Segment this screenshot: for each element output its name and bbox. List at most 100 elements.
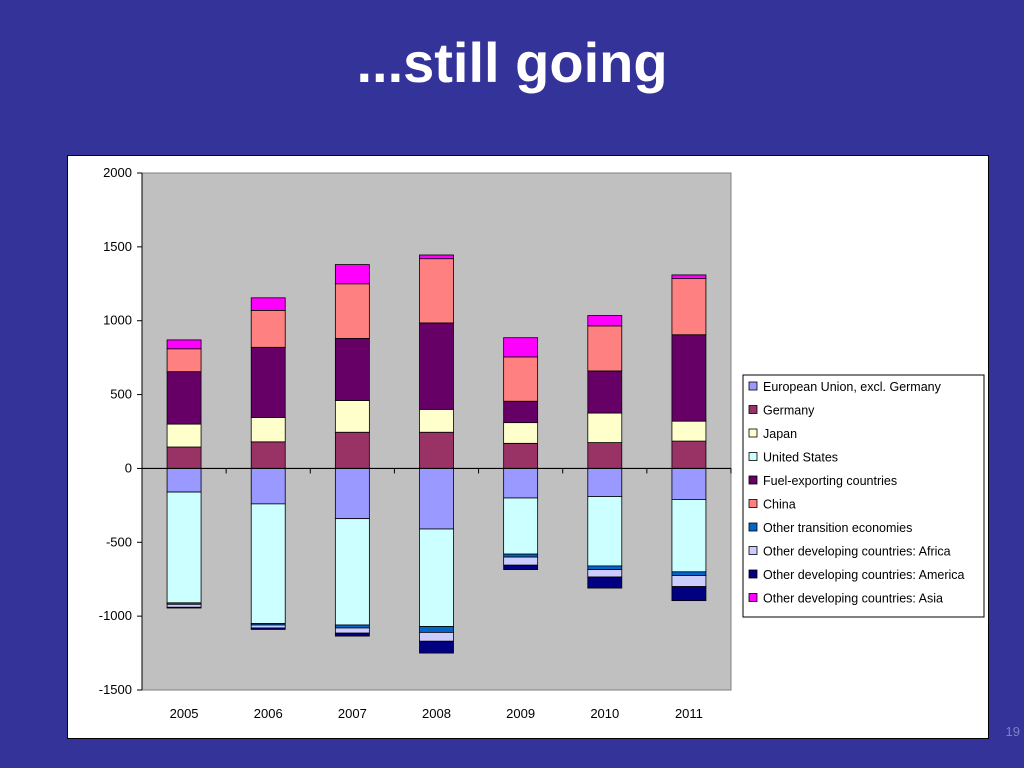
bar-segment: [503, 442, 539, 469]
bar-segment: [671, 571, 707, 576]
bar-segment: [587, 468, 623, 497]
bar-segment: [419, 254, 454, 260]
x-tick-label: 2006: [254, 706, 283, 721]
bar-segment: [419, 640, 454, 654]
y-tick-label: 1000: [103, 313, 132, 328]
bar-segment: [671, 440, 707, 469]
y-tick-label: 2000: [103, 165, 132, 180]
bar-segment: [503, 556, 539, 566]
legend-label: United States: [763, 451, 838, 465]
legend-swatch: [748, 569, 758, 579]
bar-segment: [671, 468, 707, 500]
x-tick-label: 2011: [675, 706, 703, 721]
bar-segment: [250, 624, 286, 629]
bar-segment: [503, 422, 539, 444]
bar-segment: [334, 431, 370, 469]
bar-segment: [334, 627, 370, 634]
bar-segment: [166, 603, 202, 608]
plot-area-group: [141, 172, 732, 691]
legend-label: European Union, excl. Germany: [763, 380, 942, 394]
x-tick-label: 2008: [422, 706, 451, 721]
bar-segment: [503, 553, 539, 558]
legend-label: Fuel-exporting countries: [763, 474, 897, 488]
slide-number: 19: [1005, 724, 1020, 739]
x-tick-label: 2009: [506, 706, 535, 721]
y-tick-label: 500: [110, 387, 132, 402]
y-tick-label: 1500: [103, 239, 132, 254]
bar-segment: [334, 264, 370, 285]
stacked-bar-chart: 2000 1500 1000 500 0 -500 -1000 -1500 2005 2006 20…: [99, 165, 985, 721]
bar-segment: [671, 274, 707, 280]
bar-segment: [419, 431, 454, 469]
legend-label: Germany: [763, 404, 815, 418]
bar-segment: [587, 576, 623, 589]
legend-label: Other developing countries: America: [763, 568, 965, 582]
legend-swatch: [748, 381, 758, 391]
bar-segment: [503, 400, 539, 424]
x-tick-label: 2005: [170, 706, 199, 721]
bar-segment: [250, 417, 286, 443]
bar-segment: [166, 491, 202, 604]
bar-segment: [587, 325, 623, 372]
bar-segment: [334, 468, 370, 520]
bar-segment: [419, 258, 454, 324]
legend-swatch: [748, 522, 758, 532]
bar-segment: [250, 503, 286, 624]
bar-segment: [587, 412, 623, 443]
bar-segment: [250, 468, 286, 505]
legend-label: Other developing countries: Africa: [763, 545, 951, 559]
bar-segment: [166, 606, 202, 609]
bar-segment: [250, 346, 286, 418]
bar-segment: [419, 322, 454, 410]
bar-segment: [503, 564, 539, 571]
bar-segment: [503, 356, 539, 402]
bar-segment: [419, 626, 454, 633]
bar-segment: [419, 408, 454, 433]
bar-segment: [250, 441, 286, 469]
slide-title: ...still going: [356, 31, 668, 94]
legend-box: [742, 374, 985, 618]
bar-segment: [587, 442, 623, 469]
legend-swatch: [748, 452, 758, 461]
bar-segment: [334, 632, 370, 637]
legend: European Union, excl. Germany Germany Japa…: [742, 374, 985, 618]
bar-segment: [166, 348, 202, 373]
bar-segment: [671, 499, 707, 573]
axis-group: 2000 1500 1000 500 0 -500 -1000 -1500 2005 2006 20…: [99, 165, 732, 721]
bar-segment: [587, 370, 623, 414]
bar-segment: [250, 309, 286, 348]
bar-segment: [334, 518, 370, 626]
bar-segment: [671, 575, 707, 587]
bar-segment: [166, 446, 202, 469]
bar-segment: [671, 278, 707, 336]
x-tick-label: 2010: [590, 706, 619, 721]
bar-segment: [166, 339, 202, 350]
bar-segment: [166, 423, 202, 448]
legend-swatch: [748, 546, 758, 555]
bar-segment: [587, 496, 623, 567]
bar-segment: [503, 468, 539, 499]
bar-segment: [250, 297, 286, 311]
bar-segment: [166, 371, 202, 425]
bar-segment: [587, 569, 623, 578]
bar-segment: [334, 624, 370, 629]
bar-segment: [334, 338, 370, 401]
bar-segment: [671, 586, 707, 602]
bar-segment: [166, 468, 202, 493]
y-tick-label: 0: [125, 460, 132, 475]
legend-swatch: [748, 593, 758, 602]
chart-container: 2000 1500 1000 500 0 -500 -1000 -1500 2005 2006 20…: [67, 155, 989, 739]
legend-label: Other transition economies: [763, 521, 912, 535]
bar-segment: [503, 497, 539, 555]
legend-label: Japan: [763, 427, 797, 441]
legend-swatch: [748, 475, 758, 485]
legend-label: China: [763, 498, 796, 512]
bar-segment: [419, 631, 454, 642]
y-tick-label: -1500: [99, 682, 132, 697]
y-tick-label: -1000: [99, 608, 132, 623]
bar-segment: [503, 337, 539, 358]
bar-segment: [671, 334, 707, 422]
bar-segment: [587, 565, 623, 571]
bar-segment: [671, 420, 707, 442]
bar-segment: [587, 315, 623, 327]
